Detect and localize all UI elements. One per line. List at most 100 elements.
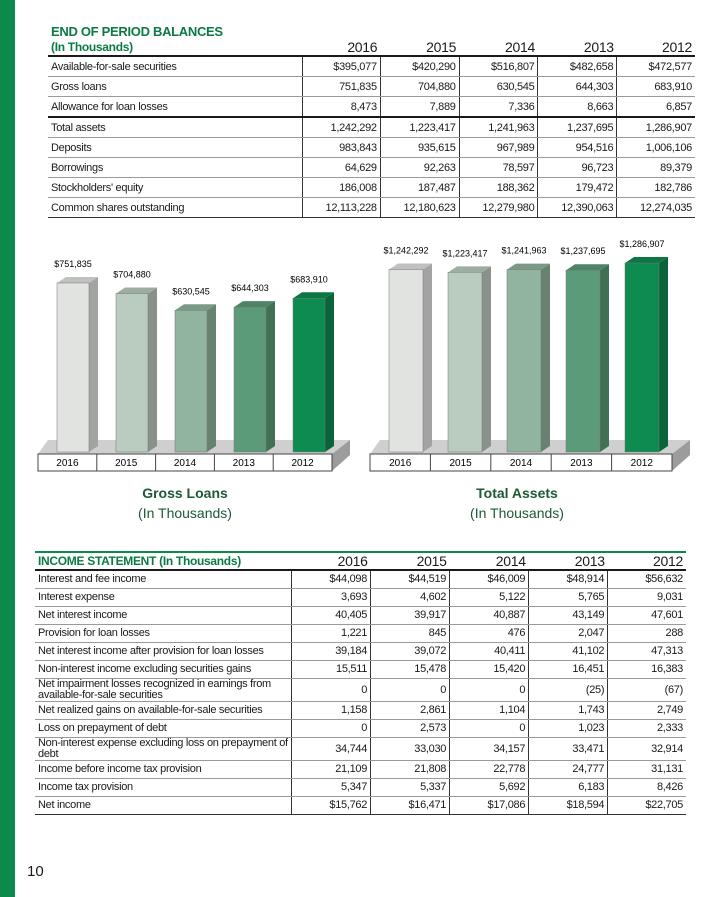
category-label: 2016 (56, 458, 79, 469)
chart-title: Total Assets (476, 485, 558, 501)
cell: 47,601 (607, 606, 686, 625)
table-row: Common shares outstanding 12,113,228 12,18… (48, 197, 695, 218)
cell: 6,183 (528, 778, 608, 797)
cell: 22,778 (449, 760, 529, 779)
value-label: $704,880 (113, 270, 151, 280)
cell: $482,658 (537, 56, 617, 77)
year-header: 2014 (449, 551, 529, 571)
bar (174, 310, 208, 453)
cell: $18,594 (528, 796, 608, 815)
cell: 954,516 (537, 137, 617, 158)
cell: 187,487 (379, 177, 460, 198)
cell: 179,472 (537, 177, 617, 198)
bar-side (423, 263, 432, 452)
cell: $44,098 (290, 570, 371, 589)
chart-subtitle: (In Thousands) (470, 505, 564, 521)
header-row: INCOME STATEMENT (In Thousands) 2016 2015 2… (35, 551, 686, 571)
cell: 2,573 (370, 719, 450, 738)
category-label: 2013 (233, 458, 256, 469)
cell: 1,743 (528, 701, 608, 720)
cell: $16,471 (370, 796, 450, 815)
bar-side (266, 301, 275, 452)
bar-side (482, 266, 491, 452)
row-label: Income tax provision (35, 778, 292, 797)
cell: 40,887 (449, 606, 529, 625)
row-label: Common shares outstanding (48, 197, 303, 218)
year-header: 2015 (370, 551, 450, 571)
cell: 630,545 (458, 76, 538, 97)
bar-top (57, 277, 98, 283)
cell: 40,405 (290, 606, 371, 625)
cell: 182,786 (616, 177, 695, 198)
cell: 8,663 (537, 96, 617, 118)
bar-side (600, 264, 609, 452)
balances-table: END OF PERIOD BALANCES (In Thousands) 2016… (48, 22, 695, 218)
value-label: $1,286,907 (619, 239, 664, 249)
cell: 0 (449, 678, 529, 702)
bar-top (507, 263, 550, 270)
cell: 34,744 (290, 737, 371, 761)
table-row: Income tax provision 5,347 5,337 5,692 6,183… (35, 778, 686, 797)
cell: 16,383 (607, 660, 686, 679)
cell: $56,632 (607, 570, 686, 589)
cell: 983,843 (302, 137, 381, 158)
page-number: 10 (27, 863, 44, 880)
cell: 12,279,980 (458, 197, 538, 218)
table-row: Net income $15,762 $16,471 $17,086 $18,594 $2… (35, 796, 686, 815)
cell: 1,241,963 (458, 117, 538, 138)
cell: 2,047 (528, 624, 608, 643)
table-row: Non-interest income excluding securities… (35, 660, 686, 679)
value-label: $1,241,963 (501, 246, 546, 256)
table-row: Gross loans 751,835 704,880 630,545 644,303 6… (48, 76, 695, 97)
table-title: INCOME STATEMENT (In Thousands) (35, 551, 292, 571)
cell: 5,337 (370, 778, 450, 797)
year-header: 2014 (459, 39, 538, 57)
row-label: Loss on prepayment of debt (35, 719, 292, 738)
table-row: Total assets 1,242,292 1,223,417 1,241,963 1… (48, 117, 695, 138)
value-label: $630,545 (172, 286, 210, 296)
cell: 24,777 (528, 760, 608, 779)
cell: 31,131 (607, 760, 686, 779)
bar-side (89, 277, 98, 452)
cell: 5,347 (290, 778, 371, 797)
bar (624, 262, 660, 453)
cell: 34,157 (449, 737, 529, 761)
table-row: Deposits 983,843 935,615 967,989 954,516 1,00… (48, 137, 695, 158)
category-strip (369, 453, 673, 472)
cell: $516,807 (458, 56, 538, 77)
cell: 15,511 (290, 660, 371, 679)
table-row: Loss on prepayment of debt 0 2,573 0 1,023 2,… (35, 719, 686, 738)
cell: 8,473 (302, 96, 381, 118)
cell: 43,149 (528, 606, 608, 625)
cell: 39,917 (370, 606, 450, 625)
row-label: Interest expense (35, 588, 292, 607)
row-label: Net impairment losses recognized in earn… (35, 678, 292, 702)
table-row: Allowance for loan losses 8,473 7,889 7,336… (48, 96, 695, 118)
row-label: Borrowings (48, 157, 303, 178)
bar-side (659, 257, 668, 452)
table-row: Borrowings 64,629 92,263 78,597 96,723 89,379 (48, 157, 695, 178)
bar (56, 282, 90, 453)
year-header: 2013 (537, 39, 617, 57)
cell: 16,451 (528, 660, 608, 679)
row-label: Provision for loan losses (35, 624, 292, 643)
cell: $15,762 (290, 796, 371, 815)
cell: 2,749 (607, 701, 686, 720)
table-row: Net impairment losses recognized in earn… (35, 678, 686, 702)
cell: 41,102 (528, 642, 608, 661)
cell: 0 (449, 719, 529, 738)
cell: $48,914 (528, 570, 608, 589)
table-row: Non-interest expense excluding loss on p… (35, 737, 686, 761)
table-row: Net realized gains on available-for-sale… (35, 701, 686, 720)
cell: 3,693 (290, 588, 371, 607)
cell: 1,104 (449, 701, 529, 720)
cell: 2,333 (607, 719, 686, 738)
cell: 7,336 (458, 96, 538, 118)
row-label: Total assets (48, 117, 303, 138)
cell: 12,390,063 (537, 197, 617, 218)
cell: 1,223,417 (379, 117, 460, 138)
bar-top (175, 304, 216, 311)
cell: 21,109 (290, 760, 371, 779)
cell: $420,290 (379, 56, 460, 77)
